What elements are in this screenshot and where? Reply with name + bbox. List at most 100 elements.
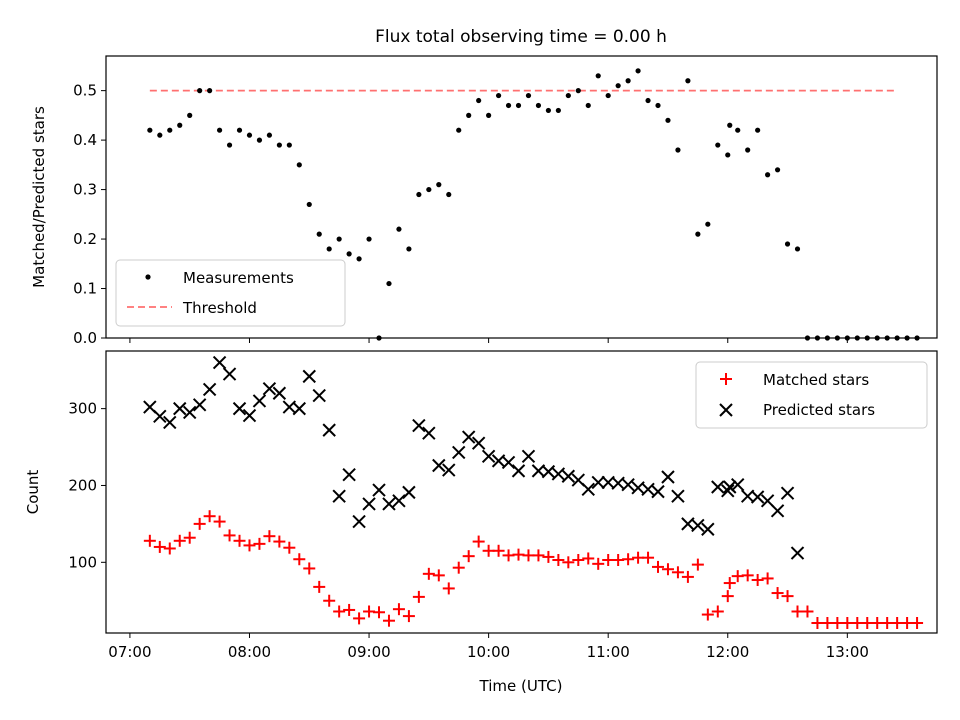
- matched-point: [911, 617, 924, 630]
- measurement-point: [346, 251, 352, 257]
- measurement-point: [505, 102, 512, 109]
- matched-point: [741, 569, 754, 582]
- predicted-legend-marker: [719, 403, 733, 417]
- measurement-point: [715, 142, 721, 148]
- matched-point: [751, 573, 764, 586]
- ratio-y-axis-label: Matched/Predicted stars: [30, 106, 48, 288]
- matched-point: [163, 542, 176, 555]
- predicted-point: [163, 415, 177, 430]
- matched-point: [532, 549, 545, 562]
- predicted-point: [442, 463, 456, 477]
- ratio-y-tick-label: 0.3: [73, 181, 97, 199]
- matched-point: [243, 539, 256, 552]
- measurement-point: [555, 107, 561, 114]
- predicted-point: [750, 490, 765, 504]
- matched-point: [183, 531, 196, 544]
- ratio-chart-title: Flux total observing time = 0.00 h: [375, 27, 667, 47]
- x-tick-label: 07:00: [108, 643, 151, 661]
- predicted-point: [202, 382, 217, 397]
- matched-point: [572, 554, 585, 567]
- matched-point: [761, 572, 774, 585]
- measurement-point: [495, 92, 502, 99]
- predicted-point: [501, 455, 516, 470]
- matched-point: [582, 552, 595, 565]
- count-plot-frame: [105, 350, 938, 634]
- measurement-point: [545, 107, 552, 114]
- measurement-point: [515, 102, 522, 109]
- count-y-tick-label: 300: [68, 400, 97, 418]
- predicted-point: [521, 449, 536, 463]
- predicted-point: [731, 477, 745, 492]
- measurement-point: [366, 236, 372, 242]
- measurement-point: [197, 88, 203, 94]
- measurement-point: [157, 132, 163, 138]
- predicted-point: [252, 394, 267, 408]
- x-tick-label: 12:00: [706, 643, 749, 661]
- predicted-point: [182, 405, 197, 420]
- predicted-point: [312, 388, 326, 403]
- matched-point: [412, 590, 425, 603]
- measurement-point: [266, 132, 273, 138]
- measurement-point: [246, 132, 253, 138]
- ratio-y-ticks: 0.0 0.1 0.2 0.3 0.4 0.5: [73, 82, 848, 347]
- measurement-point: [306, 201, 312, 208]
- predicted-point: [790, 546, 805, 560]
- predicted-point: [452, 445, 466, 460]
- matched-point: [691, 558, 704, 571]
- matched-point: [442, 582, 455, 595]
- matched-point: [193, 517, 206, 530]
- ratio-y-tick-label: 0.2: [73, 230, 97, 248]
- predicted-point: [322, 423, 336, 437]
- matched-point: [283, 541, 296, 554]
- x-axis-label: Time (UTC): [479, 677, 563, 695]
- matched-point: [353, 612, 366, 625]
- measurement-point: [615, 83, 621, 89]
- predicted-point: [232, 401, 247, 416]
- measurement-point: [585, 102, 591, 109]
- measurement-point: [256, 137, 263, 143]
- predicted-point: [153, 409, 167, 424]
- predicted-point: [511, 464, 526, 478]
- ratio-y-tick-label: 0.5: [73, 82, 97, 100]
- predicted-point: [362, 497, 376, 511]
- predicted-point: [551, 467, 566, 481]
- matched-point: [622, 553, 635, 566]
- count-y-tick-label: 100: [68, 553, 97, 571]
- measurement-point: [735, 127, 741, 133]
- predicted-point: [780, 486, 795, 500]
- predicted-legend-label: Predicted stars: [763, 401, 875, 419]
- matched-point: [143, 534, 156, 547]
- matched-point: [343, 603, 356, 616]
- matched-point: [492, 544, 505, 557]
- matched-point: [373, 606, 386, 619]
- measurements-legend-dot: [145, 274, 151, 280]
- predicted-point: [402, 485, 416, 500]
- measurement-point: [466, 112, 472, 118]
- measurement-point: [147, 127, 153, 133]
- matched-point: [313, 580, 326, 593]
- matched-point: [333, 605, 346, 618]
- predicted-point: [192, 398, 207, 412]
- matched-point: [472, 535, 485, 548]
- measurement-point: [486, 112, 492, 118]
- measurement-point: [525, 92, 532, 99]
- measurement-point: [187, 112, 193, 118]
- measurement-point: [665, 117, 671, 123]
- measurement-point: [416, 191, 422, 198]
- count-legend: Matched stars Predicted stars: [695, 361, 928, 429]
- matched-point: [153, 540, 166, 553]
- matched-point: [233, 534, 246, 547]
- measurement-point: [745, 147, 751, 153]
- matched-legend-marker: [720, 373, 732, 385]
- x-tick-label: 13:00: [826, 643, 869, 661]
- predicted-point: [422, 426, 436, 440]
- measurement-point: [356, 256, 362, 262]
- predicted-point: [262, 381, 277, 396]
- matched-point: [721, 590, 734, 603]
- measurement-point: [675, 147, 681, 153]
- measurement-point: [167, 127, 173, 133]
- matched-point: [422, 567, 435, 580]
- measurement-point: [535, 102, 542, 109]
